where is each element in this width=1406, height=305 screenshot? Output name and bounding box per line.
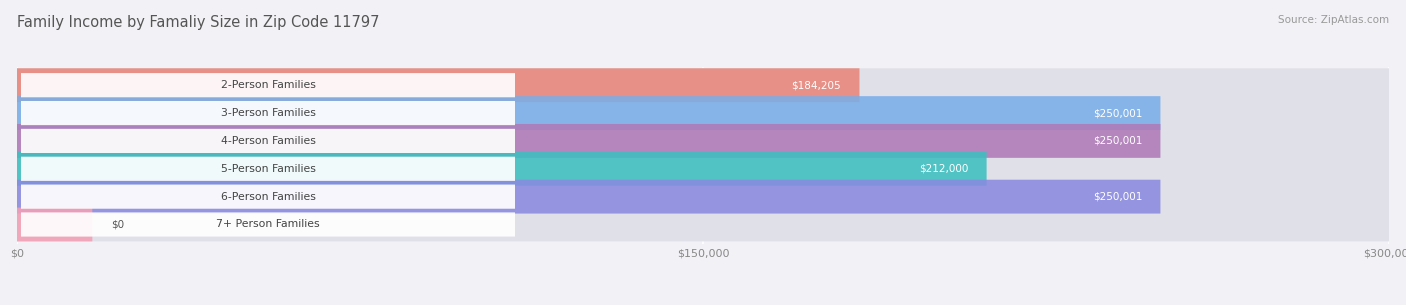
- FancyBboxPatch shape: [21, 212, 515, 237]
- FancyBboxPatch shape: [17, 124, 1389, 158]
- FancyBboxPatch shape: [17, 152, 987, 186]
- FancyBboxPatch shape: [17, 68, 1389, 102]
- FancyBboxPatch shape: [17, 124, 1160, 158]
- Text: Family Income by Famaliy Size in Zip Code 11797: Family Income by Famaliy Size in Zip Cod…: [17, 15, 380, 30]
- Text: $0: $0: [111, 220, 124, 229]
- FancyBboxPatch shape: [21, 73, 515, 97]
- FancyBboxPatch shape: [21, 157, 515, 181]
- Text: 6-Person Families: 6-Person Families: [221, 192, 315, 202]
- FancyBboxPatch shape: [21, 185, 515, 209]
- Text: $250,001: $250,001: [1092, 136, 1142, 146]
- FancyBboxPatch shape: [17, 208, 93, 242]
- Text: Source: ZipAtlas.com: Source: ZipAtlas.com: [1278, 15, 1389, 25]
- FancyBboxPatch shape: [17, 208, 1389, 242]
- FancyBboxPatch shape: [17, 96, 1389, 130]
- Text: $250,001: $250,001: [1092, 108, 1142, 118]
- Text: $212,000: $212,000: [920, 164, 969, 174]
- Text: 5-Person Families: 5-Person Families: [221, 164, 315, 174]
- Text: 3-Person Families: 3-Person Families: [221, 108, 315, 118]
- Text: 2-Person Families: 2-Person Families: [221, 80, 315, 90]
- Text: 4-Person Families: 4-Person Families: [221, 136, 315, 146]
- Text: $184,205: $184,205: [792, 80, 841, 90]
- FancyBboxPatch shape: [21, 101, 515, 125]
- FancyBboxPatch shape: [17, 180, 1160, 213]
- Text: $250,001: $250,001: [1092, 192, 1142, 202]
- FancyBboxPatch shape: [21, 129, 515, 153]
- FancyBboxPatch shape: [17, 180, 1389, 213]
- FancyBboxPatch shape: [17, 152, 1389, 186]
- Text: 7+ Person Families: 7+ Person Families: [217, 220, 319, 229]
- FancyBboxPatch shape: [17, 96, 1160, 130]
- FancyBboxPatch shape: [17, 68, 859, 102]
